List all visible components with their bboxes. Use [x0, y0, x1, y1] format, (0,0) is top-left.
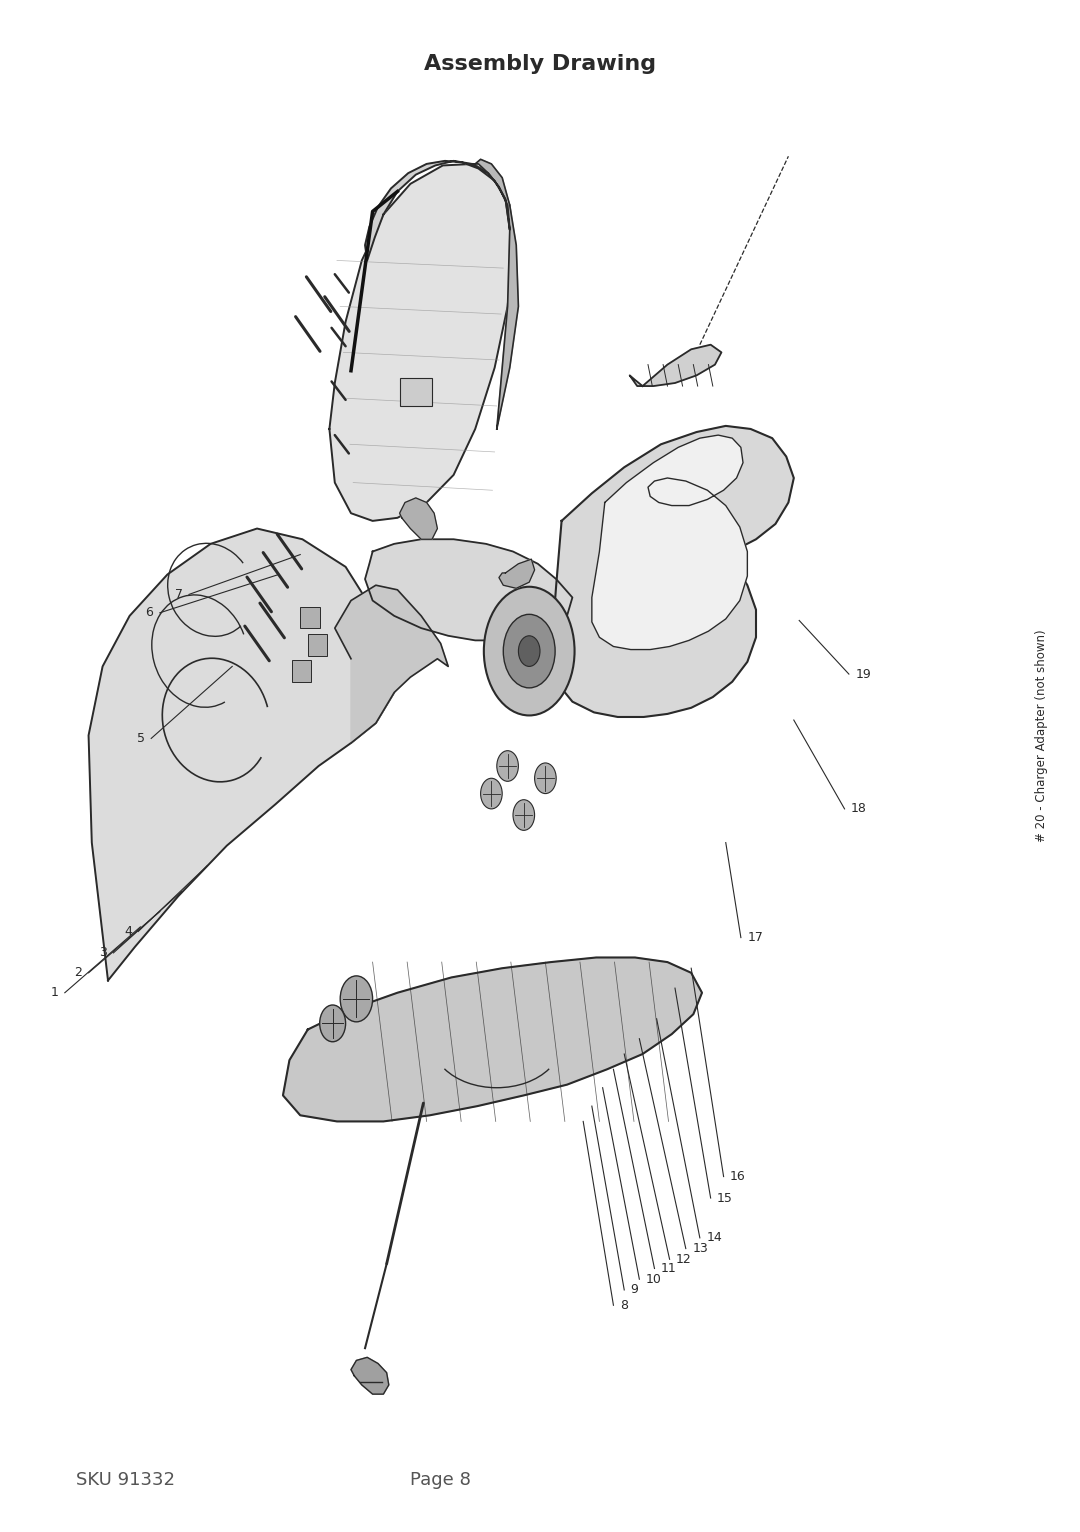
- Polygon shape: [400, 498, 437, 539]
- Circle shape: [535, 763, 556, 794]
- FancyBboxPatch shape: [308, 634, 327, 656]
- Circle shape: [340, 976, 373, 1022]
- Polygon shape: [630, 345, 721, 386]
- Circle shape: [518, 636, 540, 666]
- Text: 11: 11: [661, 1262, 677, 1275]
- Polygon shape: [351, 1357, 389, 1394]
- Circle shape: [481, 778, 502, 809]
- Text: 6: 6: [146, 607, 153, 619]
- Text: 3: 3: [99, 947, 107, 959]
- Polygon shape: [592, 435, 747, 650]
- Text: 5: 5: [137, 732, 145, 745]
- Polygon shape: [89, 529, 394, 980]
- Text: 4: 4: [124, 925, 132, 938]
- Text: 18: 18: [851, 803, 867, 815]
- Text: 16: 16: [730, 1170, 746, 1183]
- Text: SKU 91332: SKU 91332: [76, 1471, 175, 1489]
- Text: # 20 - Charger Adapter (not shown): # 20 - Charger Adapter (not shown): [1035, 630, 1048, 841]
- Polygon shape: [329, 164, 513, 521]
- Text: 7: 7: [175, 588, 183, 601]
- Text: 17: 17: [747, 931, 764, 944]
- Circle shape: [320, 1005, 346, 1042]
- Polygon shape: [473, 159, 518, 429]
- FancyBboxPatch shape: [300, 607, 320, 628]
- Text: 1: 1: [51, 987, 58, 999]
- Text: 8: 8: [620, 1299, 627, 1311]
- Text: 19: 19: [855, 668, 872, 680]
- Circle shape: [513, 800, 535, 830]
- Polygon shape: [551, 426, 794, 717]
- Text: 14: 14: [706, 1232, 723, 1244]
- FancyBboxPatch shape: [292, 660, 311, 682]
- Text: 13: 13: [692, 1242, 708, 1255]
- FancyBboxPatch shape: [400, 378, 432, 406]
- Text: 15: 15: [717, 1192, 733, 1204]
- Polygon shape: [365, 161, 510, 260]
- Text: 12: 12: [676, 1253, 692, 1265]
- Polygon shape: [499, 559, 535, 588]
- Text: Page 8: Page 8: [410, 1471, 471, 1489]
- Circle shape: [484, 587, 575, 715]
- Polygon shape: [283, 958, 702, 1121]
- Text: Assembly Drawing: Assembly Drawing: [424, 54, 656, 74]
- Circle shape: [503, 614, 555, 688]
- Polygon shape: [365, 539, 572, 640]
- Text: 2: 2: [75, 967, 82, 979]
- Polygon shape: [335, 585, 448, 743]
- Text: 9: 9: [631, 1284, 638, 1296]
- Text: 10: 10: [646, 1273, 662, 1285]
- Circle shape: [497, 751, 518, 781]
